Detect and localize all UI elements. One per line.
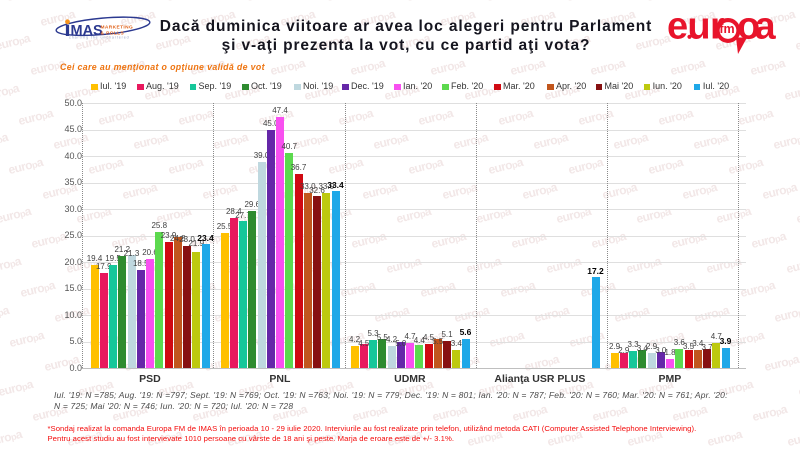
svg-text:charting the unchartered: charting the unchartered [69,35,130,39]
svg-text:& POLLS: & POLLS [101,30,125,36]
svg-text:MARKETING: MARKETING [101,25,134,31]
svg-text:a: a [755,8,777,48]
svg-text:MAS: MAS [71,23,104,39]
svg-text:fm: fm [719,22,734,36]
